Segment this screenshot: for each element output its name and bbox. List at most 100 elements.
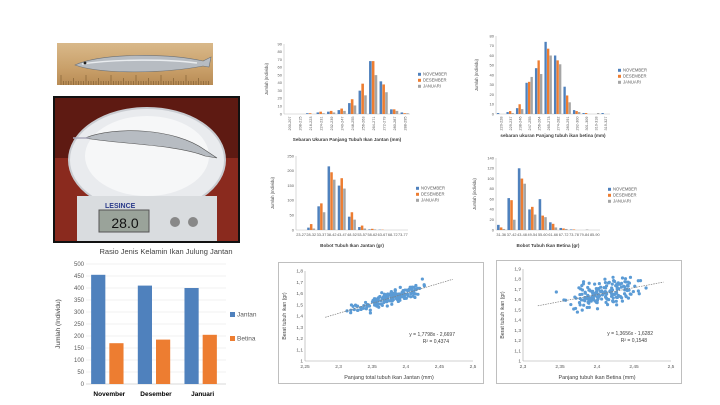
data-point — [631, 289, 635, 294]
data-point — [382, 296, 386, 300]
data-point — [614, 291, 618, 295]
y-tick-label: 50 — [77, 370, 84, 376]
y-tick-label: 1,5 — [514, 307, 521, 313]
x-tick-label: 2,4 — [402, 364, 409, 370]
bar — [541, 215, 544, 230]
bar — [358, 90, 362, 114]
x-tick-label: 33-37 — [317, 233, 327, 237]
y-tick-label: 1,3 — [514, 328, 521, 334]
bar — [507, 198, 511, 230]
bar — [369, 61, 372, 114]
bar — [559, 64, 562, 114]
y-tick-label: 1,2 — [514, 338, 521, 344]
y-axis-label: Berat tubuh ikan (gr) — [500, 291, 506, 339]
x-tick-label: 220-228 — [499, 117, 503, 131]
y-tick-label: 50 — [290, 213, 295, 218]
data-point — [412, 290, 416, 294]
lw-male-chart-svg: 1 1,1 1,2 1,3 1,4 1,5 1,6 1,7 1,8 2,25 2,3 2,35 2,4 2… — [282, 269, 477, 382]
bar — [306, 113, 309, 114]
data-point — [619, 296, 624, 300]
legend-swatch — [618, 68, 621, 72]
y-tick-label: 250 — [287, 153, 294, 158]
x-tick-label: 43-48 — [517, 233, 527, 237]
data-point — [386, 292, 390, 296]
bar — [569, 229, 573, 230]
data-point — [604, 300, 608, 304]
x-tick-label: 2,25 — [300, 364, 310, 370]
bar — [329, 110, 333, 114]
bar — [534, 68, 538, 114]
data-point — [619, 285, 624, 289]
x-tick-label: 283-291 — [566, 117, 570, 131]
y-tick-label: 100 — [287, 198, 294, 203]
bar — [578, 112, 581, 114]
bar — [395, 110, 399, 114]
data-point — [391, 298, 395, 302]
data-point — [573, 306, 578, 311]
x-tick-label: 319-327 — [604, 117, 608, 131]
data-point — [605, 303, 610, 307]
legend-label: NOVEMBER — [421, 186, 445, 191]
fish-scale-photo: LESINCE 28.0 — [53, 96, 240, 243]
bar — [360, 225, 364, 230]
bar — [364, 95, 367, 114]
y-tick-label: 0 — [292, 227, 295, 232]
data-point — [583, 291, 587, 295]
data-point — [603, 277, 607, 281]
bar — [307, 227, 310, 230]
bar — [538, 199, 542, 230]
x-tick-label: 2,4 — [594, 364, 601, 370]
data-point — [615, 303, 619, 307]
y-tick-label: 140 — [487, 155, 494, 160]
data-point — [416, 286, 420, 290]
data-point — [626, 284, 630, 288]
data-point — [414, 292, 418, 296]
y-axis-label: Jumlah (Individu) — [474, 58, 479, 90]
x-tick-label: 292-300 — [575, 117, 579, 131]
data-point — [610, 288, 615, 292]
trendline — [537, 281, 664, 307]
data-point — [617, 287, 621, 291]
scale-brand: LESINCE — [105, 203, 136, 210]
x-tick-label: 256-263 — [361, 117, 365, 131]
y-axis-label: Jumlah (Individu) — [55, 299, 62, 349]
x-tick-label: 58-62 — [368, 233, 378, 237]
length-male-chart: 0 10 20 30 40 50 60 70 80 90 200-207 208-215 216-223… — [262, 38, 462, 144]
x-tick-label: 2,5 — [470, 364, 477, 370]
data-point — [578, 303, 582, 307]
bar — [584, 113, 588, 114]
bar — [382, 84, 385, 114]
x-axis-label: Panjang total tubuh ikan Jantan (mm) — [344, 375, 434, 381]
data-point — [595, 298, 600, 302]
bar — [320, 203, 323, 230]
bar — [406, 113, 409, 114]
y-tick-label: 60 — [490, 53, 495, 58]
bar — [563, 86, 566, 114]
y-tick-label: 1,6 — [296, 291, 303, 297]
x-tick-label: 61-66 — [548, 233, 558, 237]
legend-label: DESEMBER — [613, 193, 637, 198]
data-point — [607, 297, 611, 302]
y-tick-label: 40 — [490, 207, 495, 212]
y-tick-label: 40 — [278, 80, 283, 85]
data-point — [610, 292, 614, 296]
data-point — [625, 287, 629, 291]
y-tick-label: 200 — [287, 168, 294, 173]
y-axis-label: Berat tubuh ikan (gr) — [282, 292, 288, 340]
r-squared-label: R² = 0,1548 — [621, 338, 647, 344]
data-point — [385, 298, 390, 302]
bar — [353, 105, 357, 114]
bar — [343, 110, 346, 114]
data-point — [420, 277, 424, 281]
legend-label: NOVEMBER — [613, 187, 637, 192]
y-tick-label: 0 — [81, 382, 85, 388]
y-tick-label: 1,9 — [514, 267, 521, 273]
data-point — [636, 289, 640, 293]
data-point — [595, 295, 600, 299]
y-tick-label: 500 — [74, 262, 85, 268]
y-tick-label: 1,7 — [514, 287, 521, 293]
y-tick-label: 400 — [74, 286, 85, 292]
bar — [515, 108, 519, 114]
y-tick-label: 20 — [490, 217, 495, 222]
x-tick-label: 248-255 — [351, 117, 355, 131]
